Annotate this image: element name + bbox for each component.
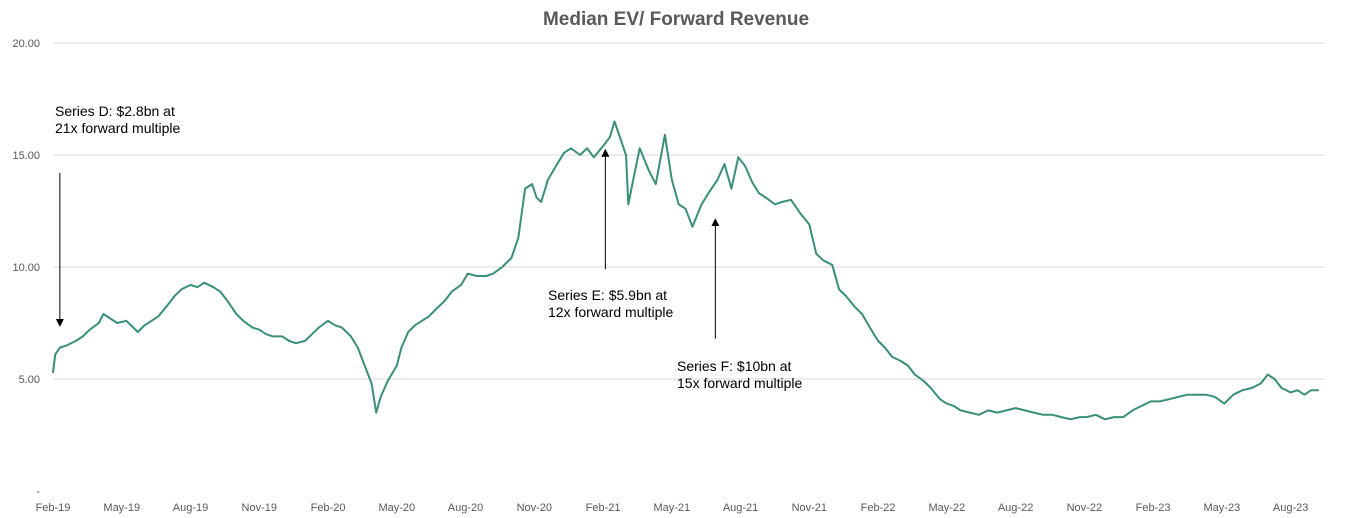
x-tick-label: Feb-19 [36, 502, 71, 514]
x-tick-label: Nov-19 [242, 502, 277, 514]
x-tick-label: Aug-19 [173, 502, 208, 514]
series-line [52, 120, 1320, 421]
x-tick-label: May-22 [928, 502, 965, 514]
x-tick-label: Nov-22 [1067, 502, 1102, 514]
y-tick-label: 20.00 [12, 38, 40, 50]
x-tick-label: Nov-20 [517, 502, 552, 514]
x-tick-label: Feb-21 [586, 502, 621, 514]
x-tick-label: Feb-23 [1136, 502, 1171, 514]
x-tick-label: May-23 [1204, 502, 1241, 514]
annotation-text: Series D: $2.8bn at 21x forward multiple [55, 103, 180, 136]
x-tick-label: Feb-20 [311, 502, 346, 514]
x-tick-label: May-19 [103, 502, 140, 514]
y-tick-label: 10.00 [12, 262, 40, 274]
x-tick-label: Feb-22 [861, 502, 896, 514]
annotation-text: Series F: $10bn at 15x forward multiple [677, 358, 802, 391]
axes: - 5.00 10.00 15.00 20.00 Feb-19 May-19 Aug-19 No… [12, 38, 1308, 514]
x-tick-label: May-21 [653, 502, 690, 514]
gridlines [53, 42, 1325, 380]
y-tick-label: 15.00 [12, 150, 40, 162]
x-tick-label: May-20 [378, 502, 415, 514]
annotation-text: Series E: $5.9bn at 12x forward multiple [548, 287, 673, 320]
x-tick-label: Aug-21 [723, 502, 758, 514]
series-layer [52, 120, 1320, 421]
x-tick-label: Aug-22 [998, 502, 1033, 514]
x-tick-label: Aug-23 [1273, 502, 1308, 514]
chart-title: Median EV/ Forward Revenue [543, 9, 809, 30]
annotations: Series D: $2.8bn at 21x forward multiple S… [55, 103, 802, 391]
x-tick-label: Nov-21 [792, 502, 827, 514]
y-tick-label: - [36, 486, 40, 498]
x-tick-label: Aug-20 [448, 502, 483, 514]
y-tick-label: 5.00 [19, 374, 40, 386]
